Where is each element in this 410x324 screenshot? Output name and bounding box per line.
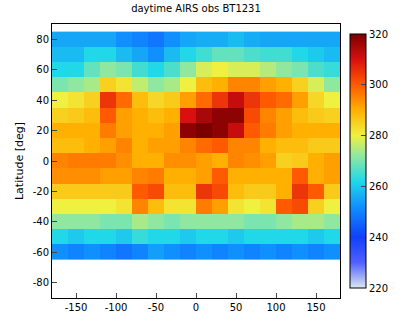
svg-text:daytime AIRS obs BT1231: daytime AIRS obs BT1231 (131, 3, 261, 14)
svg-text:-150: -150 (65, 302, 88, 313)
svg-text:150: 150 (306, 302, 325, 313)
svg-text:300: 300 (369, 79, 388, 90)
svg-text:260: 260 (369, 181, 388, 192)
svg-text:220: 220 (369, 283, 388, 294)
svg-text:-20: -20 (33, 186, 49, 197)
svg-text:280: 280 (369, 130, 388, 141)
svg-text:0: 0 (43, 156, 49, 167)
svg-text:Latitude [deg]: Latitude [deg] (13, 122, 26, 200)
svg-text:60: 60 (36, 64, 49, 75)
svg-text:-100: -100 (105, 302, 128, 313)
svg-text:-60: -60 (33, 247, 49, 258)
svg-text:40: 40 (36, 95, 49, 106)
svg-text:0: 0 (193, 302, 199, 313)
svg-text:-80: -80 (33, 277, 49, 288)
svg-text:100: 100 (266, 302, 285, 313)
svg-text:240: 240 (369, 232, 388, 243)
svg-text:20: 20 (36, 125, 49, 136)
svg-text:-50: -50 (148, 302, 164, 313)
svg-text:80: 80 (36, 34, 49, 45)
svg-text:50: 50 (230, 302, 243, 313)
svg-text:320: 320 (369, 29, 388, 40)
svg-text:-40: -40 (33, 216, 49, 227)
